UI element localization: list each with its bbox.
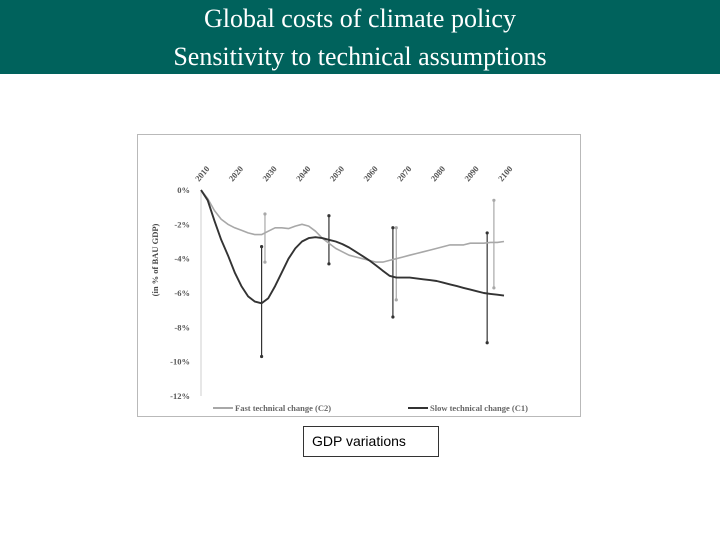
error-bar — [263, 212, 267, 264]
x-tick-label: 2100 — [496, 164, 515, 183]
y-tick-label: 0% — [177, 185, 190, 195]
x-tick-label: 2080 — [429, 164, 448, 183]
series-line-fast — [200, 189, 505, 263]
y-axis-label: (in % of BAU GDP) — [150, 223, 160, 296]
error-bar — [492, 198, 496, 290]
gdp-variation-chart: 0% -2% -4% -6% -8% -10% -12% 2010 2020 2030 2040 2… — [150, 164, 528, 413]
legend-item: Slow technical change (C1) — [408, 403, 528, 413]
title-bar: Global costs of climate policy Sensitivi… — [0, 0, 720, 74]
legend-label: Fast technical change (C2) — [235, 403, 331, 413]
x-tick-label: 2010 — [193, 164, 212, 183]
slide-subtitle: Sensitivity to technical assumptions — [173, 42, 547, 71]
series-line-slow — [200, 189, 505, 305]
caption-box: GDP variations — [303, 426, 439, 457]
x-tick-label: 2090 — [462, 164, 481, 183]
slide-title: Global costs of climate policy — [204, 4, 516, 33]
x-tick-label: 2070 — [395, 164, 414, 183]
legend-item: Fast technical change (C2) — [213, 403, 331, 413]
x-tick-label: 2050 — [328, 164, 347, 183]
x-tick-label: 2020 — [227, 164, 246, 183]
y-tick-label: -12% — [170, 391, 190, 401]
x-tick-label: 2060 — [361, 164, 380, 183]
caption-text: GDP variations — [312, 433, 406, 449]
x-tick-label: 2030 — [260, 164, 279, 183]
error-bar — [260, 245, 264, 359]
x-tick-label: 2040 — [294, 164, 313, 183]
y-tick-label: -8% — [174, 322, 190, 332]
y-tick-label: -2% — [174, 219, 190, 229]
error-bar — [485, 231, 489, 345]
error-bar — [391, 226, 395, 319]
y-tick-label: -4% — [174, 254, 190, 264]
y-tick-label: -6% — [174, 288, 190, 298]
legend-label: Slow technical change (C1) — [430, 403, 528, 413]
error-bar — [394, 226, 398, 302]
chart-frame: 0% -2% -4% -6% -8% -10% -12% 2010 2020 2030 2040 2… — [137, 134, 581, 417]
y-tick-label: -10% — [170, 357, 190, 367]
